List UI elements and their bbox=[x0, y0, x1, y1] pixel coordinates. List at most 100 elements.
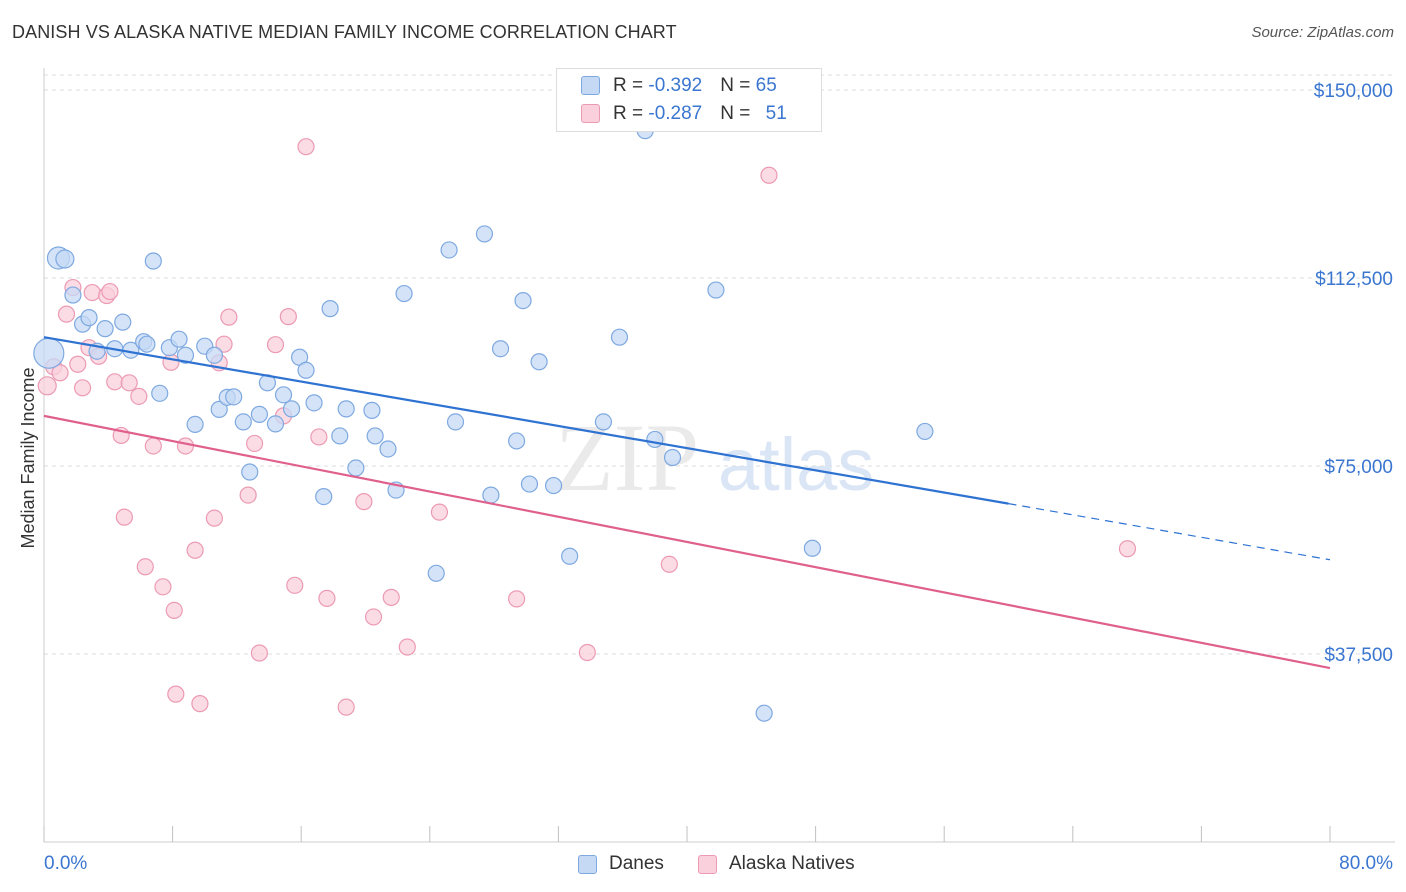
danes-point bbox=[646, 430, 664, 449]
danes-point bbox=[663, 448, 682, 467]
danes-point bbox=[803, 539, 821, 557]
alaska-natives-point bbox=[266, 336, 285, 354]
danes-point bbox=[337, 400, 355, 418]
danes-point bbox=[755, 704, 773, 722]
alaska-natives-point bbox=[205, 509, 223, 527]
danes-point bbox=[241, 463, 259, 481]
alaska-natives-point bbox=[136, 558, 154, 576]
danes-point bbox=[446, 413, 465, 431]
alaska-natives-point bbox=[245, 434, 264, 453]
legend-danes-label: Danes bbox=[609, 853, 664, 874]
danes-point bbox=[176, 346, 195, 364]
trend-lines bbox=[43, 336, 1331, 670]
danes-point bbox=[440, 241, 458, 259]
danes-point bbox=[297, 361, 315, 379]
danes-point bbox=[916, 422, 934, 441]
danes-point bbox=[363, 401, 381, 419]
alaska-natives-point bbox=[154, 578, 172, 596]
x-tick-label-min: 0.0% bbox=[44, 853, 87, 874]
alaska-natives-point bbox=[162, 353, 180, 371]
legend-danes[interactable]: Danes bbox=[578, 851, 664, 877]
alaska-natives-point bbox=[165, 601, 183, 619]
alaska-natives-point bbox=[186, 541, 204, 559]
danes-point bbox=[266, 415, 285, 433]
alaska-natives-point bbox=[382, 588, 400, 606]
danes-r-value: -0.392 bbox=[648, 75, 703, 96]
danes-point bbox=[205, 346, 223, 364]
alaska-natives-point bbox=[73, 379, 92, 397]
danes-point bbox=[482, 486, 500, 504]
gridlines bbox=[44, 74, 1395, 655]
alaska-swatch bbox=[581, 104, 600, 123]
alaska-natives-point bbox=[115, 508, 133, 526]
alaska-n-value: 51 bbox=[765, 103, 787, 124]
alaska-natives-point bbox=[578, 643, 596, 662]
danes-n-value: 65 bbox=[755, 75, 777, 96]
legend-alaska[interactable]: Alaska Natives bbox=[698, 851, 855, 877]
alaska-natives-point bbox=[51, 364, 69, 382]
alaska-natives-point bbox=[130, 387, 148, 405]
y-tick-label: $150,000 bbox=[1314, 81, 1393, 102]
alaska-natives-point bbox=[508, 590, 526, 608]
alaska-natives-point bbox=[297, 138, 315, 156]
axes bbox=[43, 68, 1395, 843]
danes-point bbox=[138, 335, 156, 353]
danes-point bbox=[186, 415, 204, 434]
danes-trend-extension bbox=[1008, 503, 1331, 561]
danes-point bbox=[250, 405, 269, 423]
danes-point bbox=[55, 249, 75, 269]
source-credit: Source: ZipAtlas.com bbox=[1251, 24, 1394, 41]
danes-trend-line bbox=[43, 336, 1009, 505]
danes-point bbox=[508, 432, 526, 450]
danes-point bbox=[274, 386, 293, 404]
y-axis-label: Median Family Income bbox=[18, 367, 38, 548]
alaska-natives-point bbox=[430, 503, 449, 521]
danes-point bbox=[544, 476, 563, 495]
alaska-natives-point bbox=[37, 376, 57, 396]
alaska-natives-point bbox=[398, 638, 416, 656]
chart-title: DANISH VS ALASKA NATIVE MEDIAN FAMILY IN… bbox=[12, 22, 677, 42]
danes-point bbox=[225, 388, 243, 406]
y-tick-label: $75,000 bbox=[1324, 457, 1393, 478]
alaska-natives-point bbox=[250, 644, 269, 662]
danes-point bbox=[707, 281, 725, 299]
danes-points bbox=[33, 122, 934, 722]
alaska-natives-point bbox=[101, 282, 119, 301]
alaska-natives-point bbox=[337, 698, 355, 716]
danes-point bbox=[144, 252, 162, 270]
danes-point bbox=[395, 284, 413, 303]
legend-danes-swatch bbox=[578, 854, 597, 874]
alaska-natives-point bbox=[310, 428, 328, 446]
danes-point bbox=[530, 353, 548, 371]
tick-labels: $150,000 $112,500 $75,000 $37,500 0.0% 80.0% bbox=[44, 81, 1393, 874]
alaska-natives-point bbox=[239, 486, 257, 504]
legend-alaska-label: Alaska Natives bbox=[729, 853, 855, 874]
danes-point bbox=[64, 286, 82, 304]
x-tick-label-max: 80.0% bbox=[1339, 853, 1393, 874]
alaska-natives-point bbox=[57, 305, 76, 323]
danes-point bbox=[321, 300, 339, 318]
danes-point bbox=[151, 384, 169, 402]
watermark-atlas: atlas bbox=[718, 423, 874, 506]
danes-point bbox=[594, 413, 613, 431]
danes-point bbox=[210, 400, 228, 418]
danes-point bbox=[514, 291, 532, 310]
alaska-natives-point bbox=[355, 493, 373, 511]
danes-point bbox=[282, 400, 301, 418]
danes-point bbox=[347, 459, 365, 477]
alaska-natives-point bbox=[279, 308, 297, 326]
alaska-natives-point bbox=[318, 589, 336, 607]
alaska-natives-point bbox=[69, 355, 87, 373]
alaska-natives-point bbox=[660, 555, 678, 573]
danes-point bbox=[305, 394, 323, 412]
alaska-natives-trend-line bbox=[43, 414, 1331, 670]
stats-box: R = -0.392 N = 65 R = -0.287 N = 51 bbox=[556, 68, 822, 132]
alaska-r-value: -0.287 bbox=[648, 103, 703, 124]
alaska-natives-point bbox=[220, 308, 238, 326]
danes-point bbox=[33, 337, 65, 369]
danes-point bbox=[170, 330, 188, 348]
danes-stats-text: R = -0.392 N = 65 bbox=[613, 75, 777, 96]
danes-point bbox=[491, 340, 510, 358]
danes-swatch bbox=[581, 76, 600, 95]
